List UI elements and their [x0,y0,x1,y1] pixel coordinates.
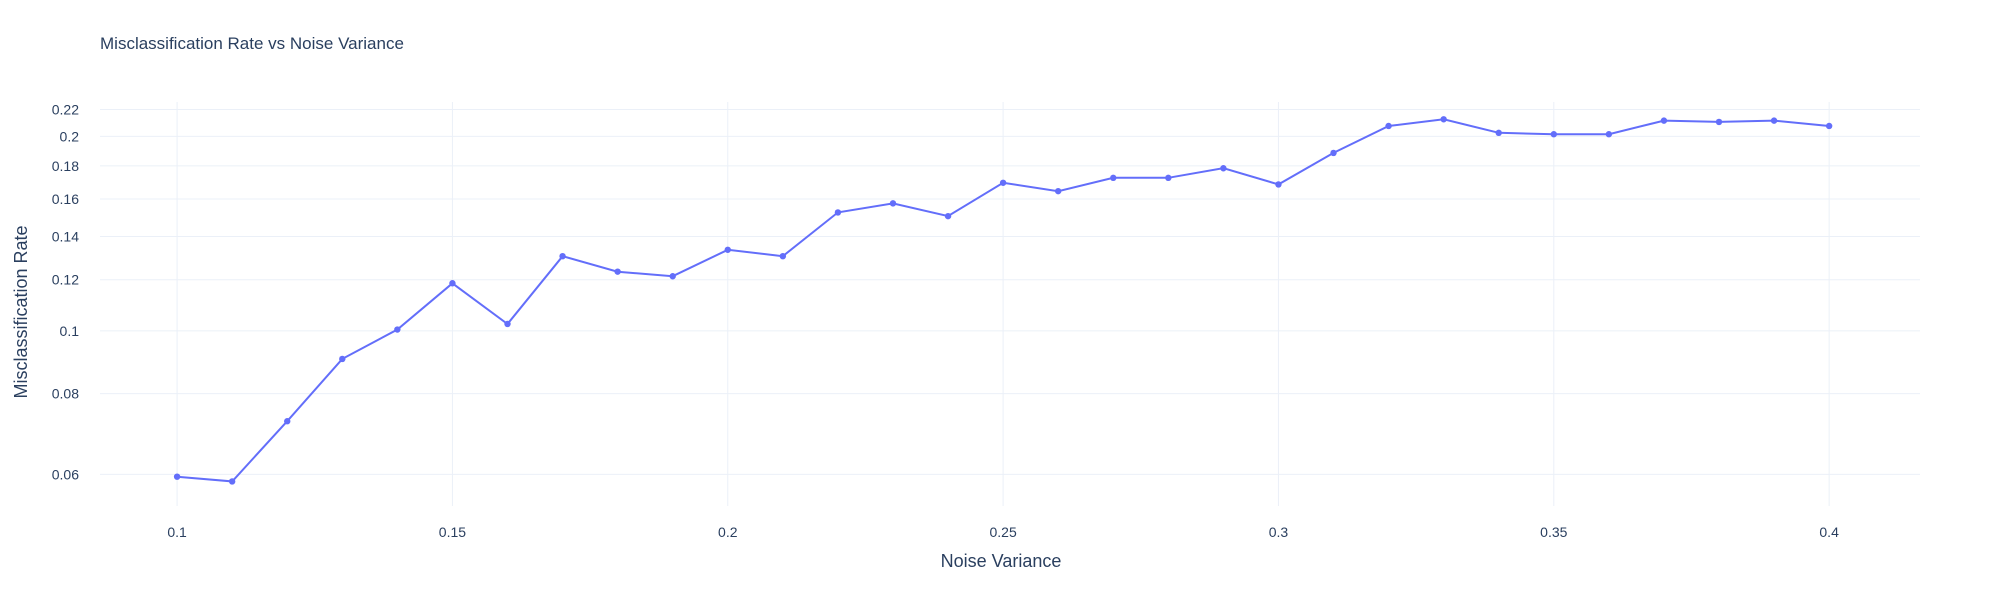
y-tick-label: 0.18 [52,158,79,174]
data-point [1440,116,1447,123]
y-tick-label: 0.22 [52,102,79,118]
y-tick-label: 0.06 [52,466,79,482]
data-point [394,326,401,333]
data-point [559,252,566,260]
data-point [834,209,842,216]
data-point [1165,174,1172,182]
y-tick-label: 0.08 [52,386,79,402]
data-point [614,268,621,275]
data-point [779,252,787,260]
y-tick-label: 0.2 [60,128,80,144]
y-tick-label: 0.1 [60,323,80,339]
data-point [1054,187,1062,195]
data-point [669,273,676,280]
data-point [1550,131,1557,138]
data-point [1275,181,1282,188]
y-gridlines [100,109,1920,475]
x-tick-label: 0.3 [1269,524,1289,540]
data-point [1715,118,1723,126]
data-point [284,418,291,425]
x-axis-ticks: 0.1 0.15 0.2 0.25 0.3 0.35 0.4 [167,524,1839,540]
data-point [889,200,897,207]
series-group [173,116,1833,485]
x-tick-label: 0.1 [167,524,187,540]
data-point [724,246,731,253]
x-tick-label: 0.2 [718,524,738,540]
x-tick-label: 0.4 [1819,524,1839,540]
data-point [999,179,1007,186]
y-tick-label: 0.14 [52,228,79,244]
data-point [1385,122,1392,130]
x-gridlines [176,102,1830,506]
y-axis-title: Misclassification Rate [11,225,31,398]
x-tick-label: 0.15 [439,524,466,540]
x-tick-label: 0.25 [989,524,1016,540]
data-point [1110,174,1117,182]
x-axis-title: Noise Variance [941,551,1062,571]
data-point [1330,149,1337,157]
data-point [173,473,181,480]
data-point [449,280,456,287]
chart-title: Misclassification Rate vs Noise Variance [100,34,404,53]
data-point [1825,122,1833,130]
data-point [1495,129,1502,137]
data-point [1605,131,1613,138]
x-tick-label: 0.35 [1540,524,1567,540]
data-point [944,212,952,220]
data-point [228,478,236,485]
data-point [339,355,346,363]
data-point [504,320,511,328]
y-axis-ticks: 0.06 0.08 0.1 0.12 0.14 0.16 0.18 0.2 0.22 [52,102,79,483]
y-tick-label: 0.16 [52,191,79,207]
data-point [1660,117,1668,124]
data-point [1770,117,1778,124]
data-point [1220,165,1227,172]
y-tick-label: 0.12 [52,272,79,288]
